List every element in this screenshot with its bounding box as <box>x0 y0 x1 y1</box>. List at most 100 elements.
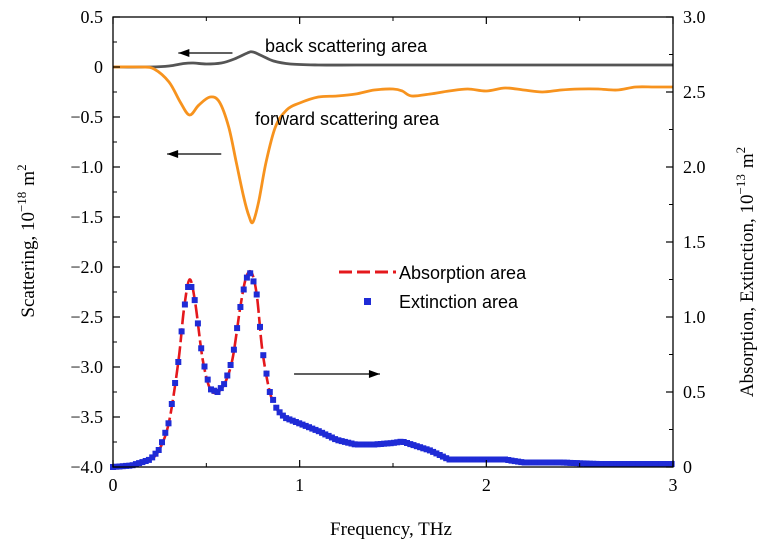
extinction-point <box>613 461 620 467</box>
y-left-tick-label: −1.5 <box>70 207 103 227</box>
extinction-point <box>456 456 463 463</box>
extinction-point <box>390 439 397 446</box>
extinction-point <box>211 387 218 394</box>
legend-extinction-marker <box>364 298 371 305</box>
left-axis-title-unit: m <box>18 171 39 186</box>
extinction-point <box>488 456 495 463</box>
extinction-point <box>260 352 267 359</box>
extinction-point <box>590 460 597 467</box>
extinction-point <box>505 457 512 463</box>
extinction-point <box>518 459 525 466</box>
forward-scattering-area-line <box>112 65 673 225</box>
extinction-point <box>227 362 234 368</box>
extinction-point <box>528 459 535 466</box>
extinction-point <box>243 274 250 281</box>
extinction-point <box>665 461 672 467</box>
extinction-point <box>658 461 665 467</box>
extinction-point <box>606 461 613 467</box>
extinction-point <box>276 409 283 416</box>
extinction-point <box>652 461 659 467</box>
extinction-point <box>394 439 401 446</box>
extinction-point <box>322 431 329 438</box>
y-left-tick-label: 0.5 <box>81 7 104 27</box>
extinction-point <box>554 459 561 466</box>
extinction-point <box>273 404 280 411</box>
extinction-point <box>524 459 531 466</box>
extinction-point <box>178 328 185 335</box>
extinction-point <box>224 372 231 379</box>
forward-scattering-label: forward scattering area <box>255 109 440 129</box>
extinction-point <box>426 447 433 454</box>
extinction-point <box>266 389 273 395</box>
extinction-point <box>126 462 133 469</box>
extinction-point <box>655 461 662 467</box>
legend-absorption-label: Absorption area <box>399 263 527 283</box>
x-tick-label: 3 <box>669 475 678 495</box>
extinction-point <box>567 459 574 466</box>
extinction-point <box>319 429 326 436</box>
extinction-point <box>547 459 554 466</box>
extinction-point <box>449 456 456 463</box>
x-tick-label: 1 <box>295 475 304 495</box>
right-axis-title-main: Absorption, Extinction, 10 <box>737 194 758 397</box>
extinction-point <box>341 438 348 445</box>
extinction-point <box>384 440 391 447</box>
extinction-point <box>188 284 195 290</box>
extinction-point <box>270 396 277 403</box>
extinction-point <box>250 278 257 285</box>
extinction-point <box>306 424 312 431</box>
extinction-point <box>498 456 505 463</box>
extinction-point <box>194 320 201 327</box>
extinction-point <box>495 456 502 463</box>
right-axis-title: Absorption, Extinction, 10−13 m2 <box>733 147 758 397</box>
extinction-point <box>155 447 162 453</box>
legend: Absorption area Extinction area <box>339 263 527 312</box>
left-axis-title: Scattering, 10−18 m2 <box>14 164 39 317</box>
axes-layer: 0 1 2 3 0.5 0 −0.5 −1.0 −1.5 −2.0 −2.5 −3.0 −3.5 −4.0… <box>70 7 705 495</box>
x-axis-title: Frequency, THz <box>330 519 452 540</box>
extinction-point <box>234 325 241 332</box>
extinction-point <box>172 380 179 386</box>
extinction-point <box>475 456 482 463</box>
extinction-point <box>439 453 446 460</box>
extinction-point <box>443 455 450 462</box>
y-left-tick-label: −3.0 <box>70 357 103 377</box>
annotations-layer: back scattering area forward scattering … <box>167 36 440 378</box>
extinction-point <box>312 426 319 433</box>
extinction-point <box>459 456 466 463</box>
extinction-point <box>257 323 263 330</box>
extinction-point <box>315 428 322 435</box>
y-right-tick-label: 0.5 <box>683 382 706 402</box>
extinction-point <box>502 456 508 463</box>
extinction-point <box>253 291 260 298</box>
extinction-point <box>397 438 404 445</box>
extinction-point <box>181 301 188 308</box>
back-scattering-area-line <box>112 50 673 69</box>
extinction-point <box>139 459 146 466</box>
extinction-point <box>642 461 649 467</box>
extinction-point <box>185 284 192 290</box>
extinction-point <box>570 460 577 466</box>
y-right-tick-label: 0 <box>683 457 692 477</box>
x-tick-label: 2 <box>482 475 491 495</box>
extinction-point <box>433 450 440 457</box>
y-right-tick-label: 3.0 <box>683 7 706 27</box>
y-right-tick-label: 2.0 <box>683 157 706 177</box>
extinction-point <box>162 429 169 436</box>
extinction-point <box>381 440 388 447</box>
extinction-point <box>129 462 136 469</box>
extinction-point <box>283 415 290 422</box>
extinction-point <box>159 439 165 446</box>
extinction-point <box>198 345 205 352</box>
extinction-point <box>296 420 303 427</box>
extinction-point <box>541 459 548 466</box>
y-left-tick-label: −4.0 <box>70 457 103 477</box>
extinction-point <box>586 460 593 467</box>
extinction-point <box>639 461 646 467</box>
extinction-point <box>204 376 211 383</box>
extinction-point <box>279 412 286 419</box>
extinction-point <box>364 441 371 448</box>
axis-arrow-head <box>368 370 380 378</box>
extinction-point <box>622 461 629 467</box>
extinction-point <box>635 461 642 467</box>
